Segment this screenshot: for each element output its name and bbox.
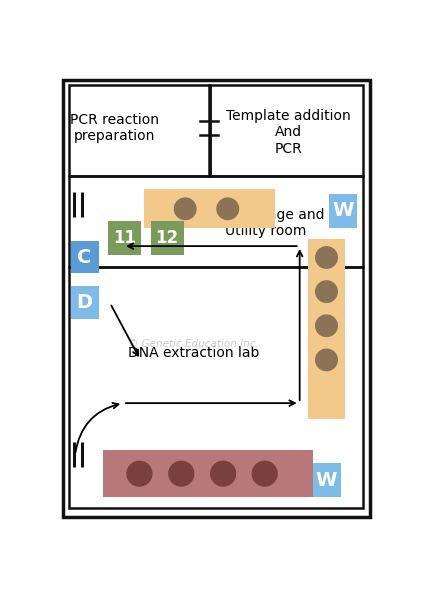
Text: D: D [76, 293, 93, 312]
Bar [151, 221, 184, 255]
Ellipse shape [316, 247, 337, 268]
Bar [71, 241, 99, 274]
Text: 11: 11 [113, 229, 136, 247]
Bar [313, 463, 341, 497]
Bar [210, 85, 363, 176]
Bar [308, 239, 346, 419]
Bar [69, 176, 363, 267]
Bar [69, 267, 363, 508]
Ellipse shape [169, 462, 194, 486]
Ellipse shape [174, 198, 196, 219]
Text: 12: 12 [156, 229, 179, 247]
Ellipse shape [316, 349, 337, 371]
Ellipse shape [211, 462, 235, 486]
Text: DNA extraction lab: DNA extraction lab [128, 346, 259, 360]
Bar [103, 450, 313, 497]
Text: Template addition
And
PCR: Template addition And PCR [226, 109, 351, 155]
Ellipse shape [127, 462, 152, 486]
Text: W: W [316, 471, 338, 490]
Text: C: C [78, 248, 92, 267]
Text: DNA storage and
Utility room: DNA storage and Utility room [206, 208, 325, 238]
Bar [71, 286, 99, 319]
Text: PCR reaction
preparation: PCR reaction preparation [70, 113, 160, 143]
Ellipse shape [316, 281, 337, 303]
Text: © Genetic Education Inc.: © Genetic Education Inc. [128, 339, 259, 349]
Text: W: W [332, 202, 354, 220]
Ellipse shape [316, 315, 337, 336]
Bar [329, 194, 357, 228]
Ellipse shape [252, 462, 277, 486]
Bar [69, 85, 210, 176]
Ellipse shape [217, 198, 238, 219]
Bar [144, 189, 275, 228]
Bar [108, 221, 141, 255]
